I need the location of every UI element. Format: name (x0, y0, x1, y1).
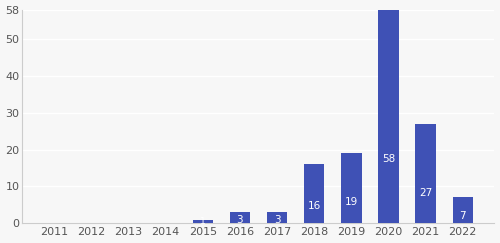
Bar (378, 9, 398, 223)
Text: 27: 27 (419, 188, 432, 199)
Bar (452, 198, 473, 223)
Bar (230, 212, 250, 223)
Bar (267, 212, 287, 223)
Text: 19: 19 (344, 197, 358, 207)
Text: 3: 3 (236, 215, 243, 225)
Bar (192, 220, 213, 223)
Text: 3: 3 (274, 215, 280, 225)
Bar (341, 153, 361, 223)
Bar (304, 164, 324, 223)
Text: 58: 58 (382, 154, 395, 164)
Text: 7: 7 (460, 210, 466, 221)
Text: 16: 16 (308, 200, 321, 211)
Text: 1: 1 (200, 217, 205, 226)
Bar (416, 124, 436, 223)
